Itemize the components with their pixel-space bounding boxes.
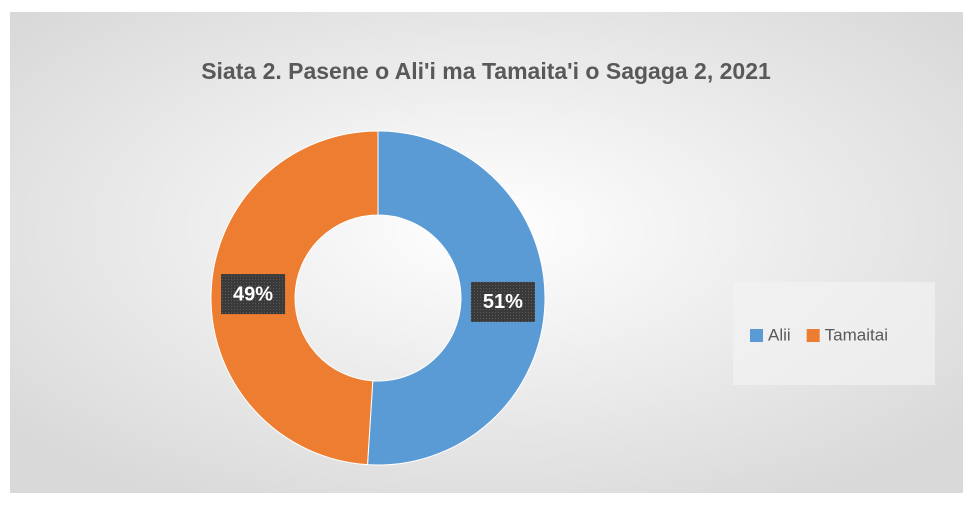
legend-swatch [750, 329, 763, 342]
data-label-box [221, 274, 286, 315]
legend-box [733, 282, 935, 385]
legend-swatch [806, 329, 820, 342]
legend-label: Alii [768, 325, 791, 344]
donut-slice [366, 130, 546, 466]
data-label-box [470, 281, 535, 322]
data-label: 49% [233, 283, 273, 305]
legend-label: Tamaitai [825, 325, 888, 344]
data-label: 51% [483, 291, 523, 313]
chart-title: Siata 2. Pasene o Ali'i ma Tamaita'i o S… [201, 58, 771, 84]
donut-slice [210, 130, 379, 466]
